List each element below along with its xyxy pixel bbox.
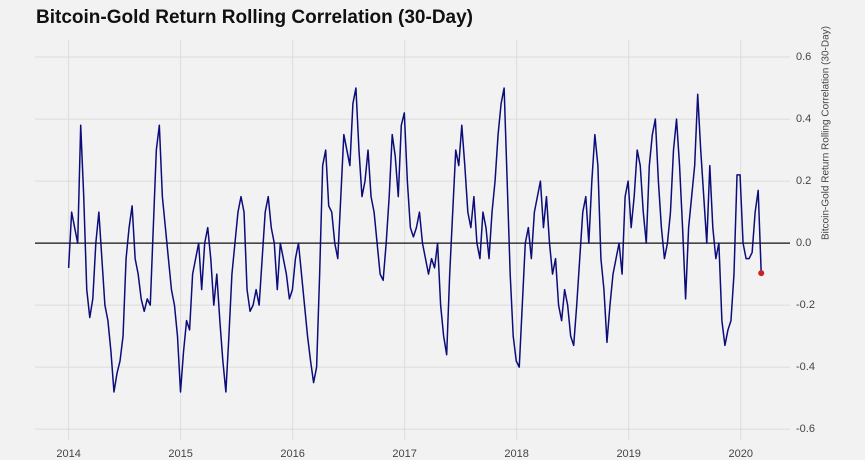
y-tick-label: 0.6 [796, 51, 811, 63]
x-tick-label: 2020 [728, 448, 752, 460]
x-tick-label: 2017 [392, 448, 416, 460]
x-tick-label: 2016 [280, 448, 304, 460]
last-point [758, 270, 765, 277]
correlation-line [67, 87, 762, 393]
chart-title: Bitcoin-Gold Return Rolling Correlation … [36, 7, 473, 28]
x-tick-label: 2018 [504, 448, 528, 460]
y-tick-label: 0.4 [796, 113, 811, 125]
y-tick-label: -0.2 [796, 299, 815, 311]
y-tick-label: 0.0 [796, 237, 811, 249]
y-axis-title: Bitcoin-Gold Return Rolling Correlation … [821, 26, 832, 240]
x-tick-label: 2014 [56, 448, 80, 460]
y-tick-label: -0.4 [796, 361, 815, 373]
x-tick-label: 2019 [616, 448, 640, 460]
x-tick-label: 2015 [168, 448, 192, 460]
y-tick-label: 0.2 [796, 175, 811, 187]
y-tick-label: -0.6 [796, 423, 815, 435]
